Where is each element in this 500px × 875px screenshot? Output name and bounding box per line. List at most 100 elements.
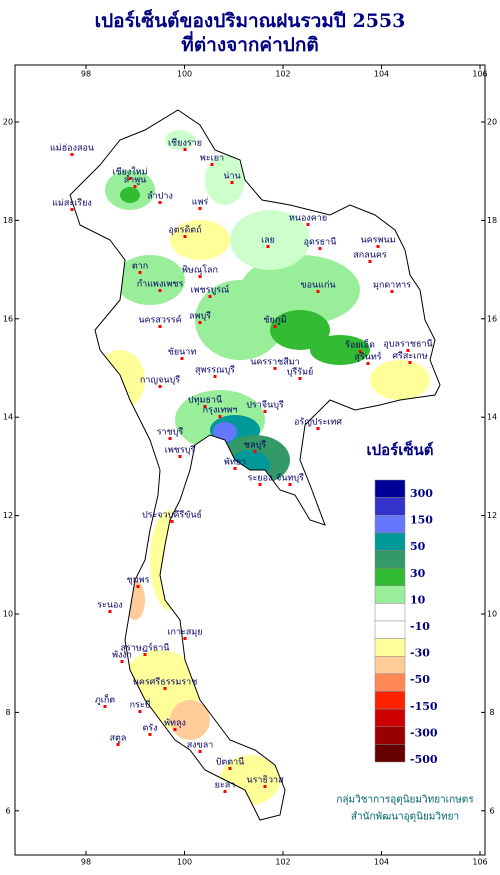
station-marker [223, 790, 227, 793]
place-label: สุพรรณบุรี [195, 365, 235, 376]
station-marker [168, 437, 172, 440]
station-marker [138, 710, 142, 713]
lat-tick-label: 10 [487, 610, 497, 619]
lat-tick-label: 14 [487, 413, 497, 422]
title-line-1: เปอร์เซ็นต์ของปริมาณฝนรวมปี 2553 [95, 8, 406, 32]
station-marker [208, 295, 212, 298]
station-marker [263, 785, 267, 788]
place-label: ประจวบคีรีขันธ์ [142, 509, 202, 521]
station-marker [173, 728, 177, 731]
place-label: เพชรบูรณ์ [191, 284, 230, 296]
lon-tick-label: 104 [374, 858, 389, 867]
place-label: ลำพูน [124, 175, 147, 186]
rain-area [370, 360, 430, 400]
place-label: ร้อยเอ็ด [345, 338, 375, 351]
lat-tick-label: 8 [489, 708, 494, 717]
legend-label: 10 [410, 593, 426, 606]
station-marker [258, 483, 262, 486]
place-label: สกลนคร [353, 251, 387, 261]
legend-label: -500 [410, 753, 438, 766]
place-label: ยะลา [215, 781, 236, 791]
station-marker [133, 185, 137, 188]
place-label: แม่สะเรียง [52, 198, 92, 209]
place-label: ปราจีนบุรี [246, 400, 284, 411]
lat-tick-label: 16 [3, 314, 13, 323]
station-marker [316, 290, 320, 293]
legend-swatch [374, 673, 406, 692]
lat-tick-label: 12 [3, 511, 13, 520]
lat-tick-label: 16 [487, 314, 497, 323]
place-label: เลย [261, 236, 275, 246]
station-marker [108, 610, 112, 613]
credit-2: สำนักพัฒนาอุตุนิยมวิทยา [351, 812, 459, 823]
legend-swatch [374, 479, 406, 498]
place-label: แพร่ [192, 198, 209, 208]
lon-tick-label: 104 [374, 70, 389, 79]
lat-tick-label: 8 [5, 708, 10, 717]
lat-tick-label: 18 [3, 216, 13, 225]
place-label: นราธิวาส [246, 775, 284, 786]
station-marker [203, 405, 207, 408]
place-label: ชุมพร [127, 576, 150, 586]
place-label: พิษณุโลก [182, 265, 218, 276]
lat-tick-label: 12 [487, 511, 497, 520]
station-marker [70, 153, 74, 156]
station-marker [213, 375, 217, 378]
rain-area [195, 280, 285, 360]
place-label: ชัยนาท [168, 348, 197, 358]
place-label: อรัญประเทศ [294, 418, 342, 428]
legend-label: -30 [410, 647, 430, 660]
station-marker [210, 163, 214, 166]
place-label: นครพนม [360, 236, 395, 246]
lat-tick-label: 20 [3, 118, 13, 127]
rain-field [95, 130, 430, 805]
place-label: น่าน [223, 172, 240, 182]
rain-area [120, 187, 140, 203]
station-marker [288, 483, 292, 486]
rain-area [270, 310, 330, 350]
legend-label: -300 [410, 726, 438, 739]
lon-tick-label: 106 [472, 858, 487, 867]
legend-swatch [374, 585, 406, 604]
legend-swatch [374, 656, 406, 675]
place-label: พะเยา [200, 154, 224, 164]
station-marker [178, 455, 182, 458]
station-marker [368, 260, 372, 263]
lon-tick-label: 102 [275, 70, 290, 79]
station-marker [198, 207, 202, 210]
place-label: เชียงราย [168, 138, 202, 149]
station-marker [70, 208, 74, 211]
place-label: พัทลุง [164, 719, 186, 729]
legend-swatch [374, 532, 406, 551]
rain-area [170, 700, 210, 740]
legend-swatch [374, 603, 406, 622]
legend-swatch [374, 691, 406, 710]
legend-label: -150 [410, 700, 438, 713]
place-label: ชัยภูมิ [263, 315, 286, 326]
rain-area [95, 350, 145, 410]
station-marker [263, 410, 267, 413]
lat-tick-label: 6 [5, 806, 10, 815]
place-label: พังงา [112, 651, 132, 661]
station-marker [198, 750, 202, 753]
place-label: พัทยา [224, 458, 246, 468]
legend-label: -50 [410, 673, 430, 686]
station-marker [128, 177, 132, 180]
station-marker [408, 361, 412, 364]
place-label: นครราชสีมา [250, 357, 299, 368]
station-marker [138, 271, 142, 274]
station-marker [318, 247, 322, 250]
station-marker [148, 733, 152, 736]
station-marker [158, 325, 162, 328]
place-label: บุรีรัมย์ [287, 366, 314, 378]
credit-1: กลุ่มวิชาการอุตุนิยมวิทยาเกษตร [336, 795, 474, 806]
place-label: ราชบุรี [157, 427, 184, 438]
lon-tick-label: 98 [81, 70, 91, 79]
station-marker [158, 385, 162, 388]
station-marker [183, 637, 187, 640]
legend-swatch [374, 515, 406, 534]
place-label: เกาะสมุย [167, 628, 202, 638]
station-marker [180, 357, 184, 360]
station-marker [233, 467, 237, 470]
